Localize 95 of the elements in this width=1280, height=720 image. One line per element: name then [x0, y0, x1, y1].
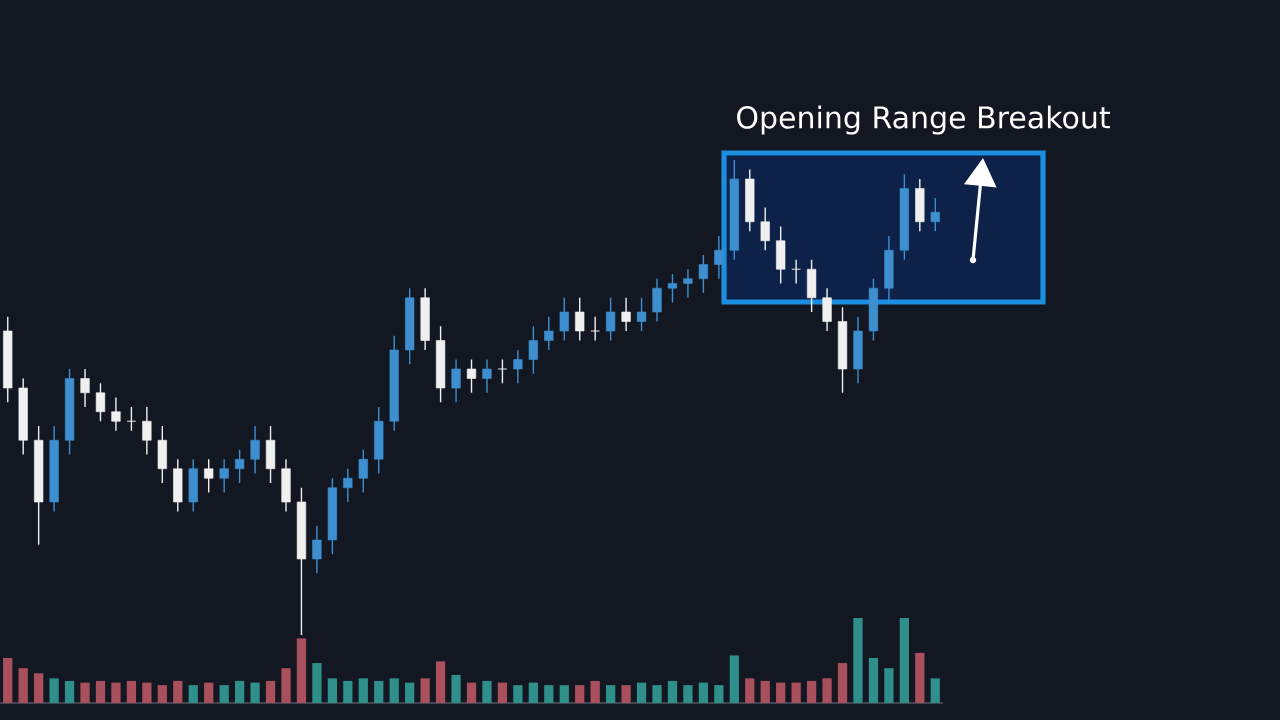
candlestick: [714, 235, 724, 280]
bar: [636, 682, 647, 703]
candlestick: [559, 297, 569, 342]
bar: [34, 673, 44, 703]
candlestick: [250, 425, 260, 475]
bar: [621, 685, 631, 703]
candlestick: [466, 358, 477, 394]
text: Opening Range Breakout: [737, 105, 1110, 135]
candlestick: [760, 206, 770, 251]
bar: [652, 685, 662, 703]
bar: [482, 680, 492, 703]
bar: [513, 685, 523, 703]
candlestick: [575, 297, 585, 342]
bar: [698, 682, 709, 703]
bar: [296, 638, 307, 703]
candlestick: [590, 316, 600, 342]
bar: [343, 680, 353, 703]
bar: [173, 680, 183, 703]
bar: [3, 657, 13, 703]
bar: [234, 680, 245, 703]
bar: [930, 678, 940, 703]
candlestick: [204, 458, 214, 494]
candlestick: [142, 406, 152, 456]
bar: [667, 680, 678, 703]
bar: [18, 668, 28, 703]
bar: [899, 618, 909, 703]
bar: [250, 682, 260, 703]
bar: [806, 680, 817, 703]
bar: [157, 685, 167, 703]
candlestick: [683, 268, 693, 299]
bar: [791, 682, 801, 703]
bar: [49, 678, 59, 703]
candlestick: [621, 297, 631, 332]
bar: [575, 685, 585, 703]
bar: [868, 657, 879, 703]
candlestick: [95, 382, 106, 422]
candlestick: [80, 368, 90, 408]
bar: [559, 685, 569, 703]
candlestick: [698, 254, 709, 294]
bar: [95, 680, 106, 703]
bar: [760, 680, 770, 703]
bar: [111, 682, 121, 703]
bar: [466, 682, 477, 703]
candlestick: [126, 406, 137, 432]
bar: [405, 682, 415, 703]
bar: [126, 680, 137, 703]
bar: [837, 663, 848, 703]
bar: [590, 680, 600, 703]
bar: [606, 685, 616, 703]
candlestick: [312, 525, 322, 574]
bar: [776, 682, 786, 703]
candlestick: [513, 349, 523, 384]
bar: [64, 680, 75, 703]
bar: [822, 678, 832, 703]
candlestick: [451, 358, 461, 403]
bar: [745, 678, 755, 703]
candlestick: [667, 273, 678, 304]
bar: [714, 685, 724, 703]
bar: [80, 682, 90, 703]
candlestick: [544, 316, 554, 351]
candlestick: [528, 325, 538, 375]
bar: [142, 682, 152, 703]
bar: [528, 682, 538, 703]
bar: [374, 680, 384, 703]
bar: [188, 685, 198, 703]
bar: [451, 674, 461, 703]
bar: [420, 678, 430, 703]
bar: [729, 655, 739, 703]
bar: [884, 668, 894, 703]
bar: [389, 678, 399, 703]
bar: [358, 678, 368, 703]
bar: [327, 678, 338, 703]
candlestick: [822, 287, 832, 332]
candlestick: [358, 449, 368, 494]
bar: [915, 652, 925, 703]
bar: [544, 685, 554, 703]
bar: [497, 682, 508, 703]
bar: [683, 685, 693, 703]
bar: [853, 618, 863, 703]
candlestick: [111, 396, 121, 432]
candlestick: [219, 458, 229, 494]
candlestick: [652, 278, 662, 323]
bar: [265, 680, 276, 703]
bar: [435, 661, 446, 703]
candlestick: [930, 197, 940, 232]
candlestick: [234, 449, 245, 484]
bar: [204, 682, 214, 703]
candlestick: [482, 358, 492, 394]
bar: [281, 668, 291, 703]
bar: [312, 663, 322, 703]
candlestick: [343, 468, 353, 503]
candlestick: [606, 297, 616, 342]
candlestick: [497, 358, 508, 384]
bar: [219, 685, 229, 703]
candlestick: [636, 297, 647, 332]
